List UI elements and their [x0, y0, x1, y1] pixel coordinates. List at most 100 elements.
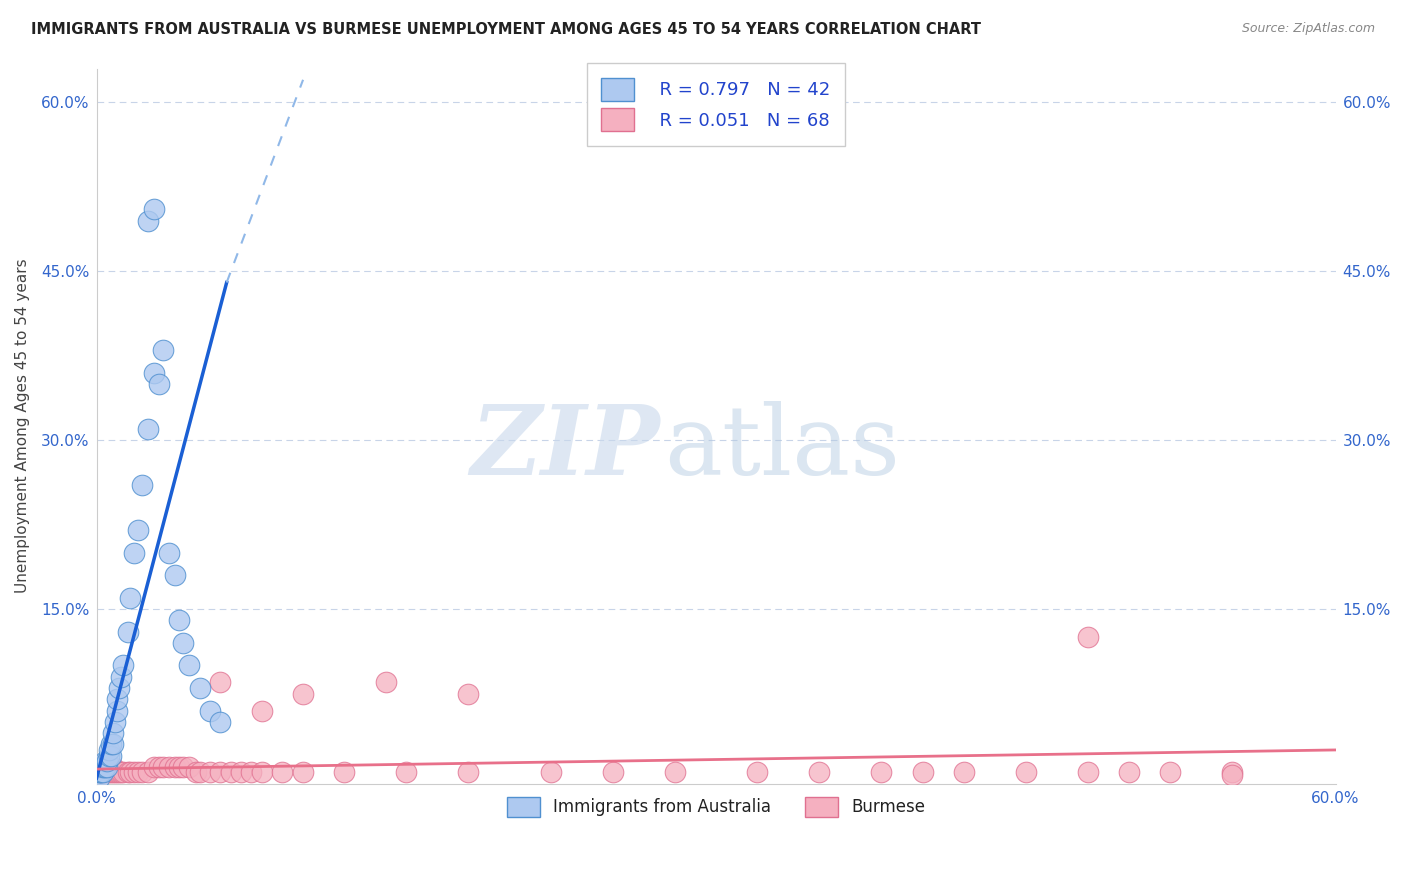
Point — [136, 213, 159, 227]
Point — [152, 343, 174, 357]
Point — [91, 760, 114, 774]
Point — [110, 670, 132, 684]
Point — [100, 748, 122, 763]
Point — [1077, 630, 1099, 644]
Point — [911, 765, 934, 780]
Point — [91, 760, 114, 774]
Text: IMMIGRANTS FROM AUSTRALIA VS BURMESE UNEMPLOYMENT AMONG AGES 45 TO 54 YEARS CORR: IMMIGRANTS FROM AUSTRALIA VS BURMESE UNE… — [31, 22, 981, 37]
Point — [101, 737, 124, 751]
Point — [188, 681, 211, 695]
Point — [374, 675, 396, 690]
Point — [89, 765, 111, 780]
Point — [94, 760, 117, 774]
Point — [101, 760, 124, 774]
Point — [97, 748, 120, 763]
Point — [94, 760, 117, 774]
Point — [87, 760, 110, 774]
Point — [110, 765, 132, 780]
Point — [118, 765, 141, 780]
Point — [292, 687, 315, 701]
Point — [97, 743, 120, 757]
Point — [1220, 765, 1243, 780]
Point — [127, 524, 149, 538]
Point — [157, 760, 180, 774]
Point — [163, 760, 186, 774]
Point — [90, 765, 112, 780]
Point — [94, 754, 117, 768]
Point — [100, 760, 122, 774]
Point — [143, 202, 166, 217]
Point — [127, 765, 149, 780]
Point — [240, 765, 263, 780]
Point — [1077, 765, 1099, 780]
Point — [108, 765, 131, 780]
Point — [167, 614, 190, 628]
Point — [333, 765, 356, 780]
Point — [602, 765, 624, 780]
Point — [209, 675, 232, 690]
Point — [747, 765, 769, 780]
Point — [184, 765, 207, 780]
Point — [143, 366, 166, 380]
Point — [250, 704, 273, 718]
Point — [105, 765, 128, 780]
Point — [90, 760, 112, 774]
Point — [122, 765, 145, 780]
Point — [131, 765, 153, 780]
Point — [90, 765, 112, 780]
Point — [101, 765, 124, 780]
Point — [395, 765, 418, 780]
Point — [250, 765, 273, 780]
Point — [188, 765, 211, 780]
Point — [172, 760, 194, 774]
Point — [157, 546, 180, 560]
Point — [1159, 765, 1181, 780]
Point — [96, 760, 118, 774]
Point — [292, 765, 315, 780]
Point — [96, 760, 118, 774]
Point — [117, 624, 139, 639]
Point — [271, 765, 294, 780]
Point — [136, 765, 159, 780]
Point — [172, 636, 194, 650]
Text: atlas: atlas — [664, 401, 900, 494]
Point — [96, 765, 118, 780]
Point — [101, 726, 124, 740]
Point — [1118, 765, 1140, 780]
Point — [96, 754, 118, 768]
Point — [870, 765, 893, 780]
Point — [664, 765, 686, 780]
Point — [179, 760, 201, 774]
Point — [152, 760, 174, 774]
Point — [209, 714, 232, 729]
Point — [167, 760, 190, 774]
Point — [163, 568, 186, 582]
Point — [540, 765, 562, 780]
Point — [112, 658, 135, 673]
Point — [104, 714, 127, 729]
Point — [105, 704, 128, 718]
Point — [457, 687, 479, 701]
Point — [143, 760, 166, 774]
Point — [148, 760, 170, 774]
Point — [108, 681, 131, 695]
Point — [122, 546, 145, 560]
Point — [87, 765, 110, 780]
Point — [105, 692, 128, 706]
Point — [91, 765, 114, 780]
Point — [97, 765, 120, 780]
Point — [1015, 765, 1038, 780]
Point — [100, 737, 122, 751]
Point — [198, 765, 221, 780]
Point — [179, 658, 201, 673]
Point — [198, 704, 221, 718]
Point — [953, 765, 976, 780]
Point — [87, 765, 110, 780]
Legend: Immigrants from Australia, Burmese: Immigrants from Australia, Burmese — [498, 789, 934, 825]
Point — [117, 765, 139, 780]
Point — [457, 765, 479, 780]
Point — [91, 765, 114, 780]
Point — [131, 478, 153, 492]
Point — [112, 765, 135, 780]
Point — [148, 376, 170, 391]
